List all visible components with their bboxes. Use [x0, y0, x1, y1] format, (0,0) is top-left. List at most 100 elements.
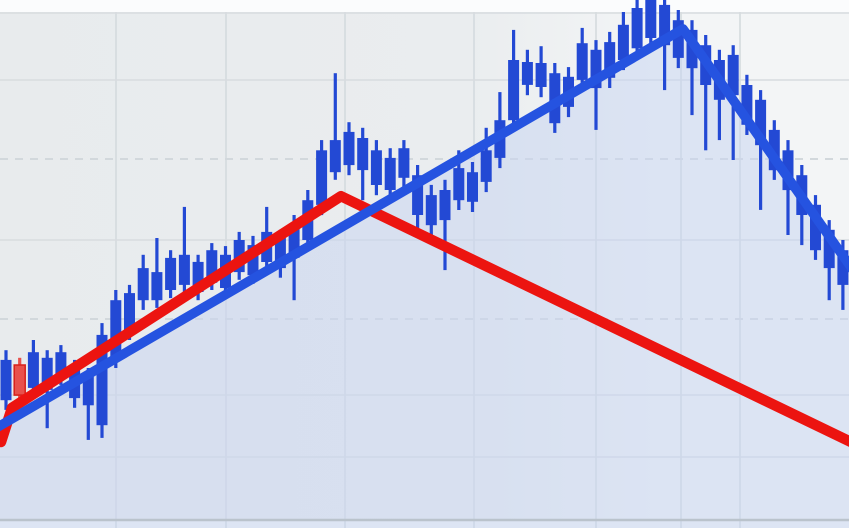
candle-wick	[182, 206, 186, 296]
candle	[55, 345, 67, 385]
candle-body	[151, 272, 163, 301]
candle	[672, 10, 684, 69]
candle-body	[576, 43, 588, 80]
candle-body	[837, 250, 849, 285]
candle-body	[0, 359, 12, 401]
candle	[384, 148, 396, 201]
candle-body	[274, 238, 286, 269]
blue-trendline	[0, 24, 849, 432]
candle	[631, 0, 643, 58]
candle	[837, 240, 849, 310]
candle	[247, 235, 259, 284]
candle	[110, 290, 122, 368]
candle-body	[604, 42, 616, 78]
candle-red	[13, 357, 26, 401]
candle-body	[631, 8, 643, 49]
candle	[768, 120, 780, 180]
candle-body	[645, 0, 657, 39]
candle	[27, 340, 39, 396]
candle	[329, 73, 341, 180]
candle-body	[810, 204, 821, 251]
candle	[206, 243, 218, 290]
candle	[82, 368, 94, 440]
candle	[604, 31, 616, 88]
candle-body	[480, 150, 492, 182]
candle	[521, 49, 533, 96]
candle	[576, 27, 588, 91]
candle-body	[768, 129, 780, 171]
candle-body	[508, 60, 520, 121]
candle-body	[453, 168, 465, 201]
candle-body	[206, 250, 218, 283]
candle-body	[370, 150, 382, 185]
candle-body	[659, 4, 671, 46]
candle-body	[741, 85, 753, 125]
candle	[274, 229, 286, 278]
candle	[590, 40, 602, 130]
candle	[425, 184, 437, 240]
candle	[467, 162, 478, 212]
candle-wick	[759, 90, 763, 210]
candle	[823, 220, 835, 301]
candle	[508, 29, 520, 130]
candle-body	[27, 352, 39, 388]
candle-wick	[333, 73, 337, 180]
candle-body	[329, 140, 341, 173]
candle	[316, 140, 328, 216]
candle-body	[590, 49, 602, 89]
candle-body	[617, 24, 629, 60]
candle	[178, 206, 190, 296]
candle	[617, 12, 629, 71]
candle	[124, 284, 135, 340]
candle	[0, 350, 12, 410]
candle	[439, 179, 451, 271]
candle	[96, 323, 108, 438]
candle	[343, 122, 355, 176]
candle	[165, 250, 177, 299]
candle	[398, 140, 410, 188]
candle-body	[247, 245, 259, 276]
candle-body	[823, 229, 835, 269]
candle	[151, 238, 163, 308]
candle	[810, 195, 821, 260]
candle-body	[316, 150, 328, 205]
candle-body	[137, 268, 149, 301]
top-white-band	[0, 0, 849, 12]
candle-body	[425, 195, 437, 226]
candle-body	[357, 138, 369, 171]
candle-body	[535, 63, 547, 87]
candle	[192, 254, 204, 301]
candle-body	[192, 261, 204, 292]
candle-body	[672, 20, 684, 58]
candle	[453, 150, 465, 210]
candle-body	[41, 357, 53, 390]
candle-body	[96, 334, 108, 426]
candle-wick	[443, 179, 447, 271]
candle-body	[343, 131, 355, 166]
candle-body	[55, 352, 67, 379]
candle-body	[467, 172, 478, 202]
candle-body	[398, 148, 410, 178]
candle-body	[439, 190, 451, 221]
candle	[535, 46, 547, 98]
candle	[645, 0, 657, 49]
candle-body	[384, 157, 396, 190]
candle-body	[13, 364, 26, 396]
candle-wick	[704, 35, 708, 151]
candle	[480, 127, 492, 193]
candle-body	[110, 300, 122, 360]
candle	[755, 90, 767, 210]
candle	[412, 165, 424, 235]
candle-body	[755, 99, 767, 146]
candle	[370, 140, 382, 196]
candle-body	[165, 257, 177, 290]
candle-body	[178, 254, 190, 285]
candle	[357, 127, 369, 201]
candle-body	[727, 54, 739, 96]
candle	[137, 254, 149, 310]
candle-body	[124, 293, 135, 330]
candle-body	[82, 375, 94, 406]
candle	[741, 74, 753, 135]
